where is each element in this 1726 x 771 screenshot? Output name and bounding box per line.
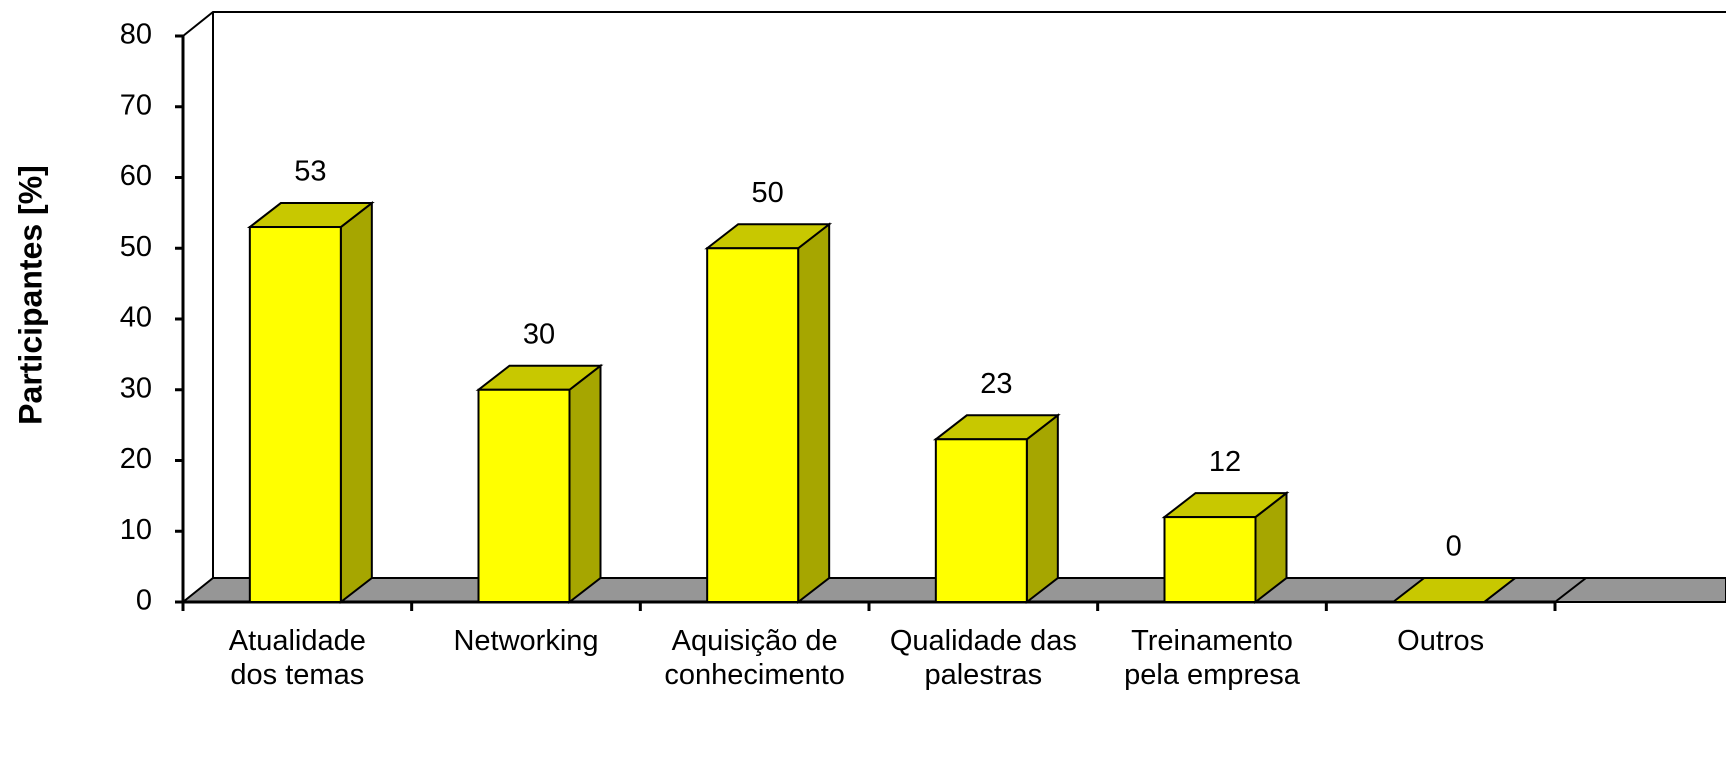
y-tick-label: 50 <box>120 231 152 263</box>
bar <box>934 438 1028 603</box>
data-label: 50 <box>752 177 784 209</box>
y-tick-label: 60 <box>120 160 152 192</box>
y-axis-title: Participantes [%] <box>12 165 48 425</box>
floor-edge <box>1554 577 1587 603</box>
data-label: 0 <box>1446 531 1462 563</box>
bar <box>477 388 571 603</box>
y-tick-label: 0 <box>136 585 152 617</box>
x-tick-label: Networking <box>453 625 599 657</box>
x-tick-label: Treinamento pela empresa <box>1124 625 1300 691</box>
bar <box>1163 516 1257 603</box>
bar-side <box>1025 413 1059 605</box>
data-label: 53 <box>294 156 326 188</box>
bar-side <box>339 200 373 605</box>
y-tick-label: 40 <box>120 302 152 334</box>
bar <box>706 247 800 603</box>
x-tick-label: Atualidade dos temas <box>228 625 366 691</box>
x-tick-label: Aquisição de conhecimento <box>664 625 845 691</box>
y-tick-label: 10 <box>120 514 152 546</box>
y-tick-label: 20 <box>120 443 152 475</box>
back-wall <box>182 11 1726 37</box>
bar-top <box>1390 577 1519 603</box>
data-label: 12 <box>1209 446 1241 478</box>
bar-side <box>797 222 831 605</box>
bar <box>248 226 342 603</box>
data-label: 30 <box>523 318 555 350</box>
y-tick-label: 70 <box>120 89 152 121</box>
data-label: 23 <box>980 368 1012 400</box>
x-tick-label: Qualidade das palestras <box>889 625 1077 691</box>
y-tick-label: 30 <box>120 372 152 404</box>
x-tick-label: Outros <box>1397 625 1485 657</box>
bar-side <box>568 363 602 605</box>
y-tick-label: 80 <box>120 19 152 51</box>
